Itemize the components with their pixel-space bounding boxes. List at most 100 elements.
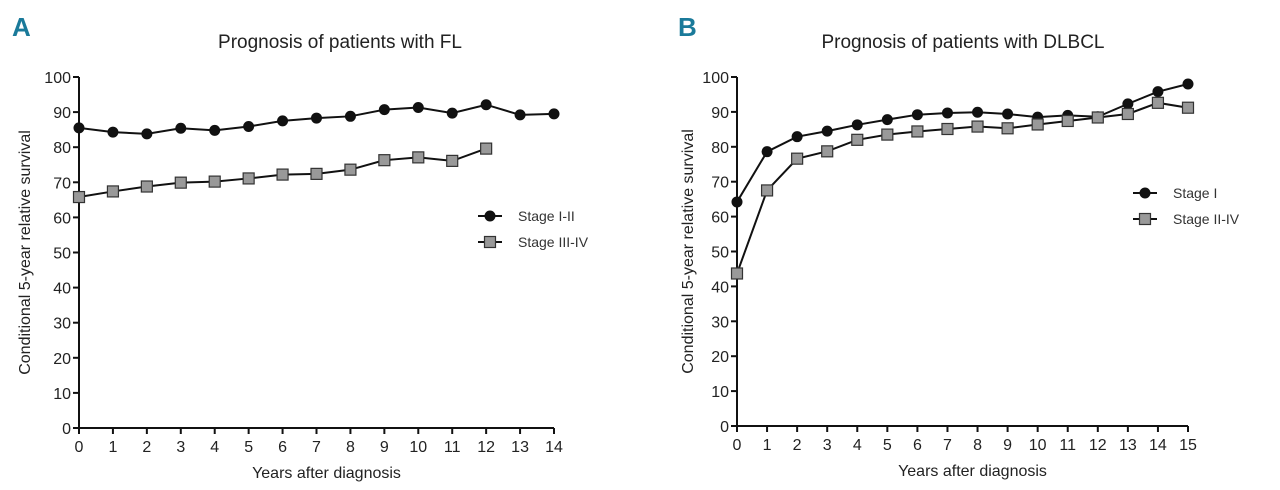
data-point [480,99,492,111]
data-point [911,109,923,121]
data-point [791,131,803,143]
data-point [881,128,894,141]
y-tick-label: 30 [711,314,729,331]
y-tick-label: 50 [711,245,729,262]
data-point [1122,98,1134,110]
legend-item: Stage III-IV [478,234,589,250]
data-point [821,145,834,158]
x-tick-label: 4 [853,437,862,454]
x-tick-label: 3 [823,437,832,454]
x-tick-label: 14 [1149,437,1167,454]
data-point [1151,96,1165,109]
x-tick-label: 8 [346,439,355,456]
x-tick-label: 8 [973,437,982,454]
x-tick-label: 7 [943,437,952,454]
legend-label: Stage I-II [518,208,575,224]
data-point [242,172,255,185]
data-point [851,133,864,146]
data-point [941,122,954,136]
y-tick-label: 20 [711,349,729,366]
x-tick-label: 9 [1003,437,1012,454]
chart-title: Prognosis of patients with FL [218,32,462,53]
data-point [378,104,390,116]
y-tick-label: 40 [711,279,729,296]
data-point [1152,86,1164,98]
data-point [107,126,119,138]
x-tick-label: 0 [733,437,742,454]
x-tick-label: 12 [1089,437,1107,454]
data-point [941,107,953,119]
data-point [344,163,357,176]
x-tick-label: 11 [444,439,461,456]
legend-label: Stage III-IV [518,234,589,250]
x-tick-label: 6 [913,437,922,454]
data-point [412,102,424,114]
data-point [446,154,459,167]
y-tick-label: 80 [711,140,729,157]
x-axis-label: Years after diagnosis [898,463,1047,480]
x-axis-label: Years after diagnosis [252,465,401,482]
data-point [276,168,289,181]
data-point [72,190,86,204]
y-tick-label: 90 [711,105,729,122]
legend-item: Stage II-IV [1133,211,1240,227]
data-point [141,128,153,140]
legend-label: Stage I [1173,185,1217,201]
data-point [1031,118,1044,131]
series-stage-i-ii [73,99,560,140]
x-tick-label: 2 [142,439,151,456]
data-point [311,112,322,124]
x-tick-label: 11 [1059,437,1076,454]
legend-marker-square-icon [483,235,497,249]
data-point [243,120,255,132]
data-point [821,125,833,137]
data-point [1181,101,1195,114]
legend-marker-square-icon [1138,212,1152,226]
x-tick-label: 15 [1179,437,1197,454]
x-tick-label: 5 [883,437,892,454]
x-tick-label: 1 [763,437,772,454]
data-point [1002,108,1014,120]
x-tick-label: 5 [244,439,253,456]
data-point [140,180,153,193]
data-point [1061,114,1074,128]
data-point [1121,107,1134,121]
x-tick-label: 10 [1029,437,1047,454]
x-tick-label: 0 [75,439,84,456]
data-point [731,196,743,208]
data-point [209,124,221,136]
legend-marker-circle-icon [484,210,496,222]
x-tick-label: 1 [108,439,117,456]
chart-title: Prognosis of patients with DLBCL [821,32,1104,53]
panel-label: A [12,12,31,42]
data-point [881,114,893,126]
data-point [208,175,221,188]
legend-label: Stage II-IV [1173,211,1240,227]
legend-marker-circle-icon [1139,187,1151,199]
data-point [761,146,773,158]
data-point [514,109,526,121]
x-tick-label: 2 [793,437,802,454]
data-point [344,110,356,122]
y-tick-label: 60 [53,210,71,227]
y-tick-label: 30 [53,316,71,333]
y-axis-label: Conditional 5-year relative survival [17,130,34,375]
y-tick-label: 10 [711,384,729,401]
data-point [73,122,85,134]
y-tick-label: 100 [702,70,729,87]
x-tick-label: 14 [545,439,563,456]
x-tick-label: 6 [278,439,287,456]
data-point [548,108,560,120]
legend-item: Stage I [1133,185,1217,201]
data-point [730,267,744,280]
x-tick-label: 7 [312,439,321,456]
y-tick-label: 70 [53,175,71,192]
series-line [736,101,1189,274]
x-tick-label: 3 [176,439,185,456]
data-point [174,176,187,189]
y-tick-label: 80 [53,140,71,157]
data-point [1091,111,1104,124]
data-point [911,125,924,138]
